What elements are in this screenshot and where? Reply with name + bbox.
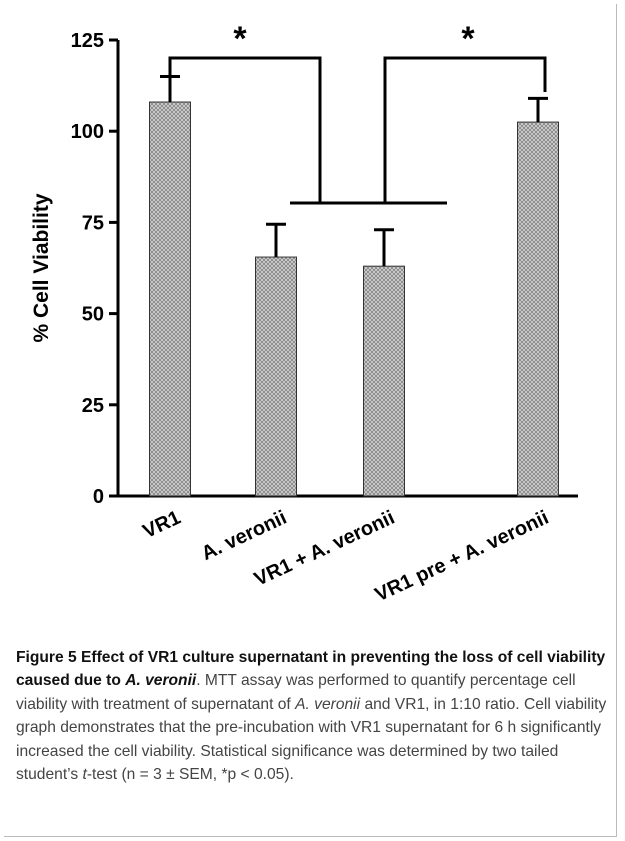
y-tick-label: 0 [93,486,104,508]
caption-run: and VR1, in 1:10 ratio. Cell viability g… [16,695,607,784]
y-tick-label: 25 [82,395,104,417]
y-tick-label: 75 [82,212,104,234]
caption-run: -test (n = 3 ± SEM, *p < 0.05). [86,766,294,784]
significance-star: * [461,20,475,58]
caption-run: A. veronii [295,695,361,713]
x-tick-label: A. veronii [198,507,290,565]
bracket [383,56,547,203]
bracket [168,56,322,203]
y-tick-label: 50 [82,304,104,326]
caption-run: t [82,766,87,784]
significance-brackets [168,56,547,205]
y-tick-label: 100 [71,121,104,143]
bar [517,121,559,497]
y-axis-label: % Cell Viability [30,193,53,342]
chart: % Cell Viability * * 0 25 50 75 100 125 VR1 A. … [30,20,578,607]
caption-run: . MTT assay was performed to quantify pe… [16,672,576,713]
bar [363,265,405,497]
x-tick-label: VR1 [140,507,185,543]
figure-caption: Figure 5 Effect of VR1 culture supernata… [16,646,610,786]
bar [255,256,297,497]
bar [149,101,191,497]
caption-run: Figure 5 Effect of VR1 culture supernata… [16,649,606,690]
figure-frame [4,4,617,837]
caption-run: A. veronii [125,672,197,690]
x-tick-label: VR1 pre + A. veronii [372,507,552,607]
significance-star: * [233,20,247,58]
y-tick-label: 125 [71,30,104,52]
